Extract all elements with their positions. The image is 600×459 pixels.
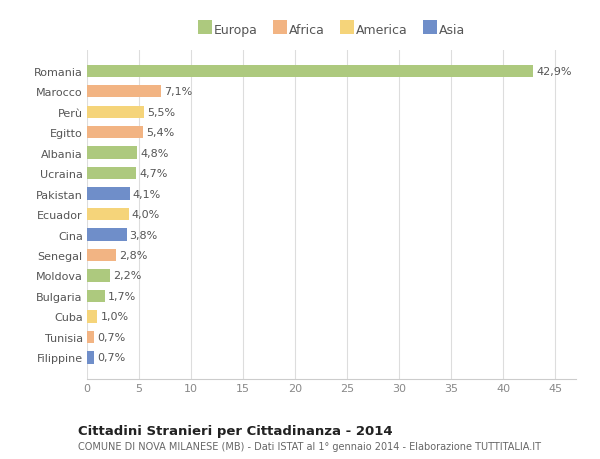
- Bar: [87, 106, 144, 118]
- Text: 3,8%: 3,8%: [130, 230, 158, 240]
- Text: 1,7%: 1,7%: [108, 291, 136, 301]
- Bar: [87, 249, 116, 262]
- Bar: [87, 188, 130, 200]
- Bar: [87, 208, 128, 221]
- Text: 1,0%: 1,0%: [101, 312, 128, 322]
- Text: 4,0%: 4,0%: [132, 210, 160, 219]
- Bar: [87, 86, 161, 98]
- Bar: [87, 229, 127, 241]
- Bar: [87, 331, 94, 343]
- Bar: [87, 270, 110, 282]
- Text: 4,8%: 4,8%: [140, 148, 169, 158]
- Text: 5,5%: 5,5%: [148, 107, 175, 118]
- Bar: [87, 168, 136, 180]
- Bar: [87, 352, 94, 364]
- Text: 7,1%: 7,1%: [164, 87, 192, 97]
- Bar: [87, 127, 143, 139]
- Bar: [87, 290, 104, 302]
- Text: 4,1%: 4,1%: [133, 189, 161, 199]
- Legend: Europa, Africa, America, Asia: Europa, Africa, America, Asia: [197, 24, 466, 37]
- Bar: [87, 311, 97, 323]
- Text: 2,8%: 2,8%: [119, 251, 148, 260]
- Bar: [87, 65, 533, 78]
- Text: 5,4%: 5,4%: [146, 128, 175, 138]
- Text: 42,9%: 42,9%: [536, 67, 572, 77]
- Text: COMUNE DI NOVA MILANESE (MB) - Dati ISTAT al 1° gennaio 2014 - Elaborazione TUTT: COMUNE DI NOVA MILANESE (MB) - Dati ISTA…: [78, 441, 541, 451]
- Text: 4,7%: 4,7%: [139, 169, 167, 179]
- Bar: [87, 147, 137, 159]
- Text: 0,7%: 0,7%: [97, 332, 125, 342]
- Text: 0,7%: 0,7%: [97, 353, 125, 363]
- Text: Cittadini Stranieri per Cittadinanza - 2014: Cittadini Stranieri per Cittadinanza - 2…: [78, 425, 392, 437]
- Text: 2,2%: 2,2%: [113, 271, 142, 281]
